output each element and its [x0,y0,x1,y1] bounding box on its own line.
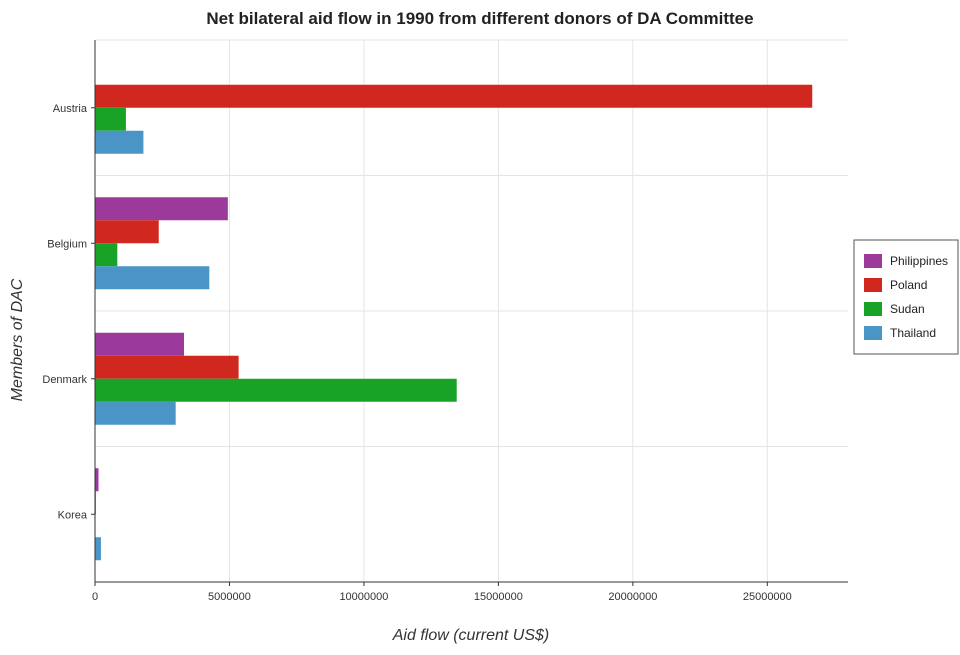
chart-title: Net bilateral aid flow in 1990 from diff… [206,9,753,28]
bar-sudan-belgium [95,243,118,267]
bar-sudan-austria [95,107,126,131]
grid [94,39,848,583]
legend-swatch-philippines [864,254,882,268]
y-tick-label: Korea [58,509,88,521]
bar-philippines-korea [95,468,99,492]
x-tick-label: 20000000 [608,591,657,603]
bar-thailand-denmark [95,401,176,425]
axes: Austria Belgium Denmark Korea 0 5000000 100000… [42,40,848,603]
legend-label-thailand: Thailand [890,326,936,340]
y-axis-title: Members of DAC [9,278,26,401]
x-tick-label: 0 [92,591,98,603]
bar-thailand-korea [95,537,101,561]
legend-swatch-thailand [864,326,882,340]
bar-thailand-austria [95,130,144,154]
legend-label-philippines: Philippines [890,254,948,268]
x-tick-label: 5000000 [208,591,251,603]
x-tick-label: 15000000 [474,591,523,603]
legend: Philippines Poland Sudan Thailand [853,239,959,355]
bar-thailand-belgium [95,266,210,290]
bar-philippines-belgium [95,197,228,221]
bar-poland-austria [95,84,813,108]
y-tick-label: Belgium [47,238,87,250]
bars [95,84,813,561]
x-tick-label: 25000000 [743,591,792,603]
y-tick-label: Austria [53,103,88,115]
legend-swatch-sudan [864,302,882,316]
legend-label-poland: Poland [890,278,927,292]
legend-label-sudan: Sudan [890,302,925,316]
y-tick-label: Denmark [42,374,87,386]
legend-swatch-poland [864,278,882,292]
bar-philippines-denmark [95,332,185,356]
x-axis-title: Aid flow (current US$) [392,627,550,644]
bar-sudan-denmark [95,378,457,402]
bar-poland-belgium [95,220,159,244]
x-tick-label: 10000000 [339,591,388,603]
bar-poland-denmark [95,355,239,379]
